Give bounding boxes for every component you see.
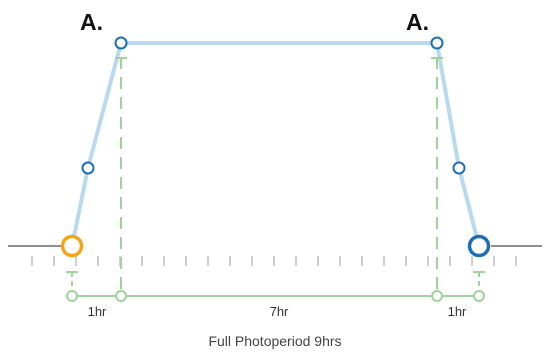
peak-right-node (430, 36, 444, 50)
total-photoperiod-label: Full Photoperiod 9hrs (208, 333, 341, 349)
ramp-down-duration: 1hr (448, 304, 467, 319)
ramp-up-duration: 1hr (88, 304, 107, 319)
plateau-duration: 7hr (270, 304, 289, 319)
marker-label-right: A. (406, 9, 429, 35)
end-node (467, 234, 491, 258)
bracket-node-ramp-end (115, 290, 127, 302)
bracket-node-plateau-end (431, 290, 443, 302)
time-axis-ticks (31, 256, 517, 266)
light-intensity-profile (70, 41, 481, 247)
bracket-node-end (473, 290, 485, 302)
start-node (60, 234, 84, 258)
ramp-down-mid-node (452, 161, 466, 175)
marker-label-left: A. (80, 9, 103, 35)
ramp-up-mid-node (81, 161, 95, 175)
peak-left-node (114, 36, 128, 50)
bracket-node-start (66, 290, 78, 302)
